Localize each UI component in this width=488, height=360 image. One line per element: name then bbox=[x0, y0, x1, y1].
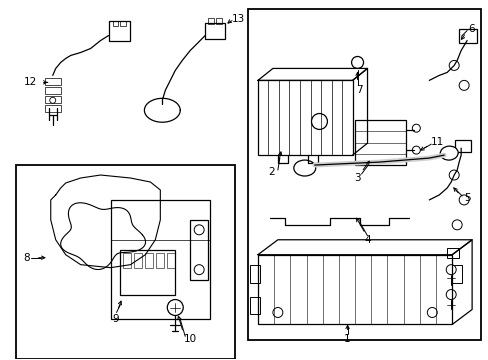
Bar bbox=[45, 87, 61, 94]
Text: 2: 2 bbox=[268, 167, 275, 177]
Ellipse shape bbox=[293, 160, 315, 176]
Bar bbox=[145, 253, 153, 268]
Bar bbox=[45, 96, 61, 103]
Text: 12: 12 bbox=[24, 77, 38, 87]
Bar bbox=[354, 120, 406, 165]
Bar bbox=[458, 28, 476, 42]
Bar bbox=[45, 78, 61, 85]
Bar bbox=[110, 200, 210, 319]
Bar bbox=[247, 9, 480, 340]
Bar bbox=[258, 255, 451, 324]
Text: 1: 1 bbox=[344, 334, 350, 345]
Bar bbox=[249, 265, 260, 283]
Ellipse shape bbox=[439, 146, 457, 160]
Bar bbox=[454, 140, 470, 152]
Bar bbox=[123, 253, 131, 268]
Bar bbox=[451, 265, 461, 283]
Bar bbox=[134, 253, 142, 268]
Text: 13: 13 bbox=[231, 14, 244, 24]
Text: 6: 6 bbox=[467, 24, 473, 33]
Bar bbox=[120, 21, 126, 26]
Bar bbox=[249, 297, 260, 315]
Text: 9: 9 bbox=[112, 314, 119, 324]
Text: 7: 7 bbox=[356, 85, 362, 95]
Text: 8: 8 bbox=[23, 253, 29, 263]
Bar bbox=[216, 18, 222, 24]
Text: 5: 5 bbox=[463, 193, 469, 203]
Bar bbox=[45, 105, 61, 112]
Bar bbox=[108, 21, 130, 41]
Bar bbox=[112, 21, 118, 26]
Bar bbox=[16, 165, 235, 359]
Bar bbox=[156, 253, 164, 268]
Bar bbox=[120, 250, 175, 294]
Bar bbox=[258, 80, 352, 155]
Bar bbox=[447, 248, 458, 258]
Text: 10: 10 bbox=[183, 334, 196, 345]
Text: 4: 4 bbox=[364, 235, 370, 245]
Bar bbox=[205, 23, 224, 39]
Text: 11: 11 bbox=[430, 137, 443, 147]
Bar bbox=[167, 253, 175, 268]
Text: 3: 3 bbox=[353, 173, 360, 183]
Bar bbox=[208, 18, 214, 24]
Bar bbox=[190, 220, 208, 280]
